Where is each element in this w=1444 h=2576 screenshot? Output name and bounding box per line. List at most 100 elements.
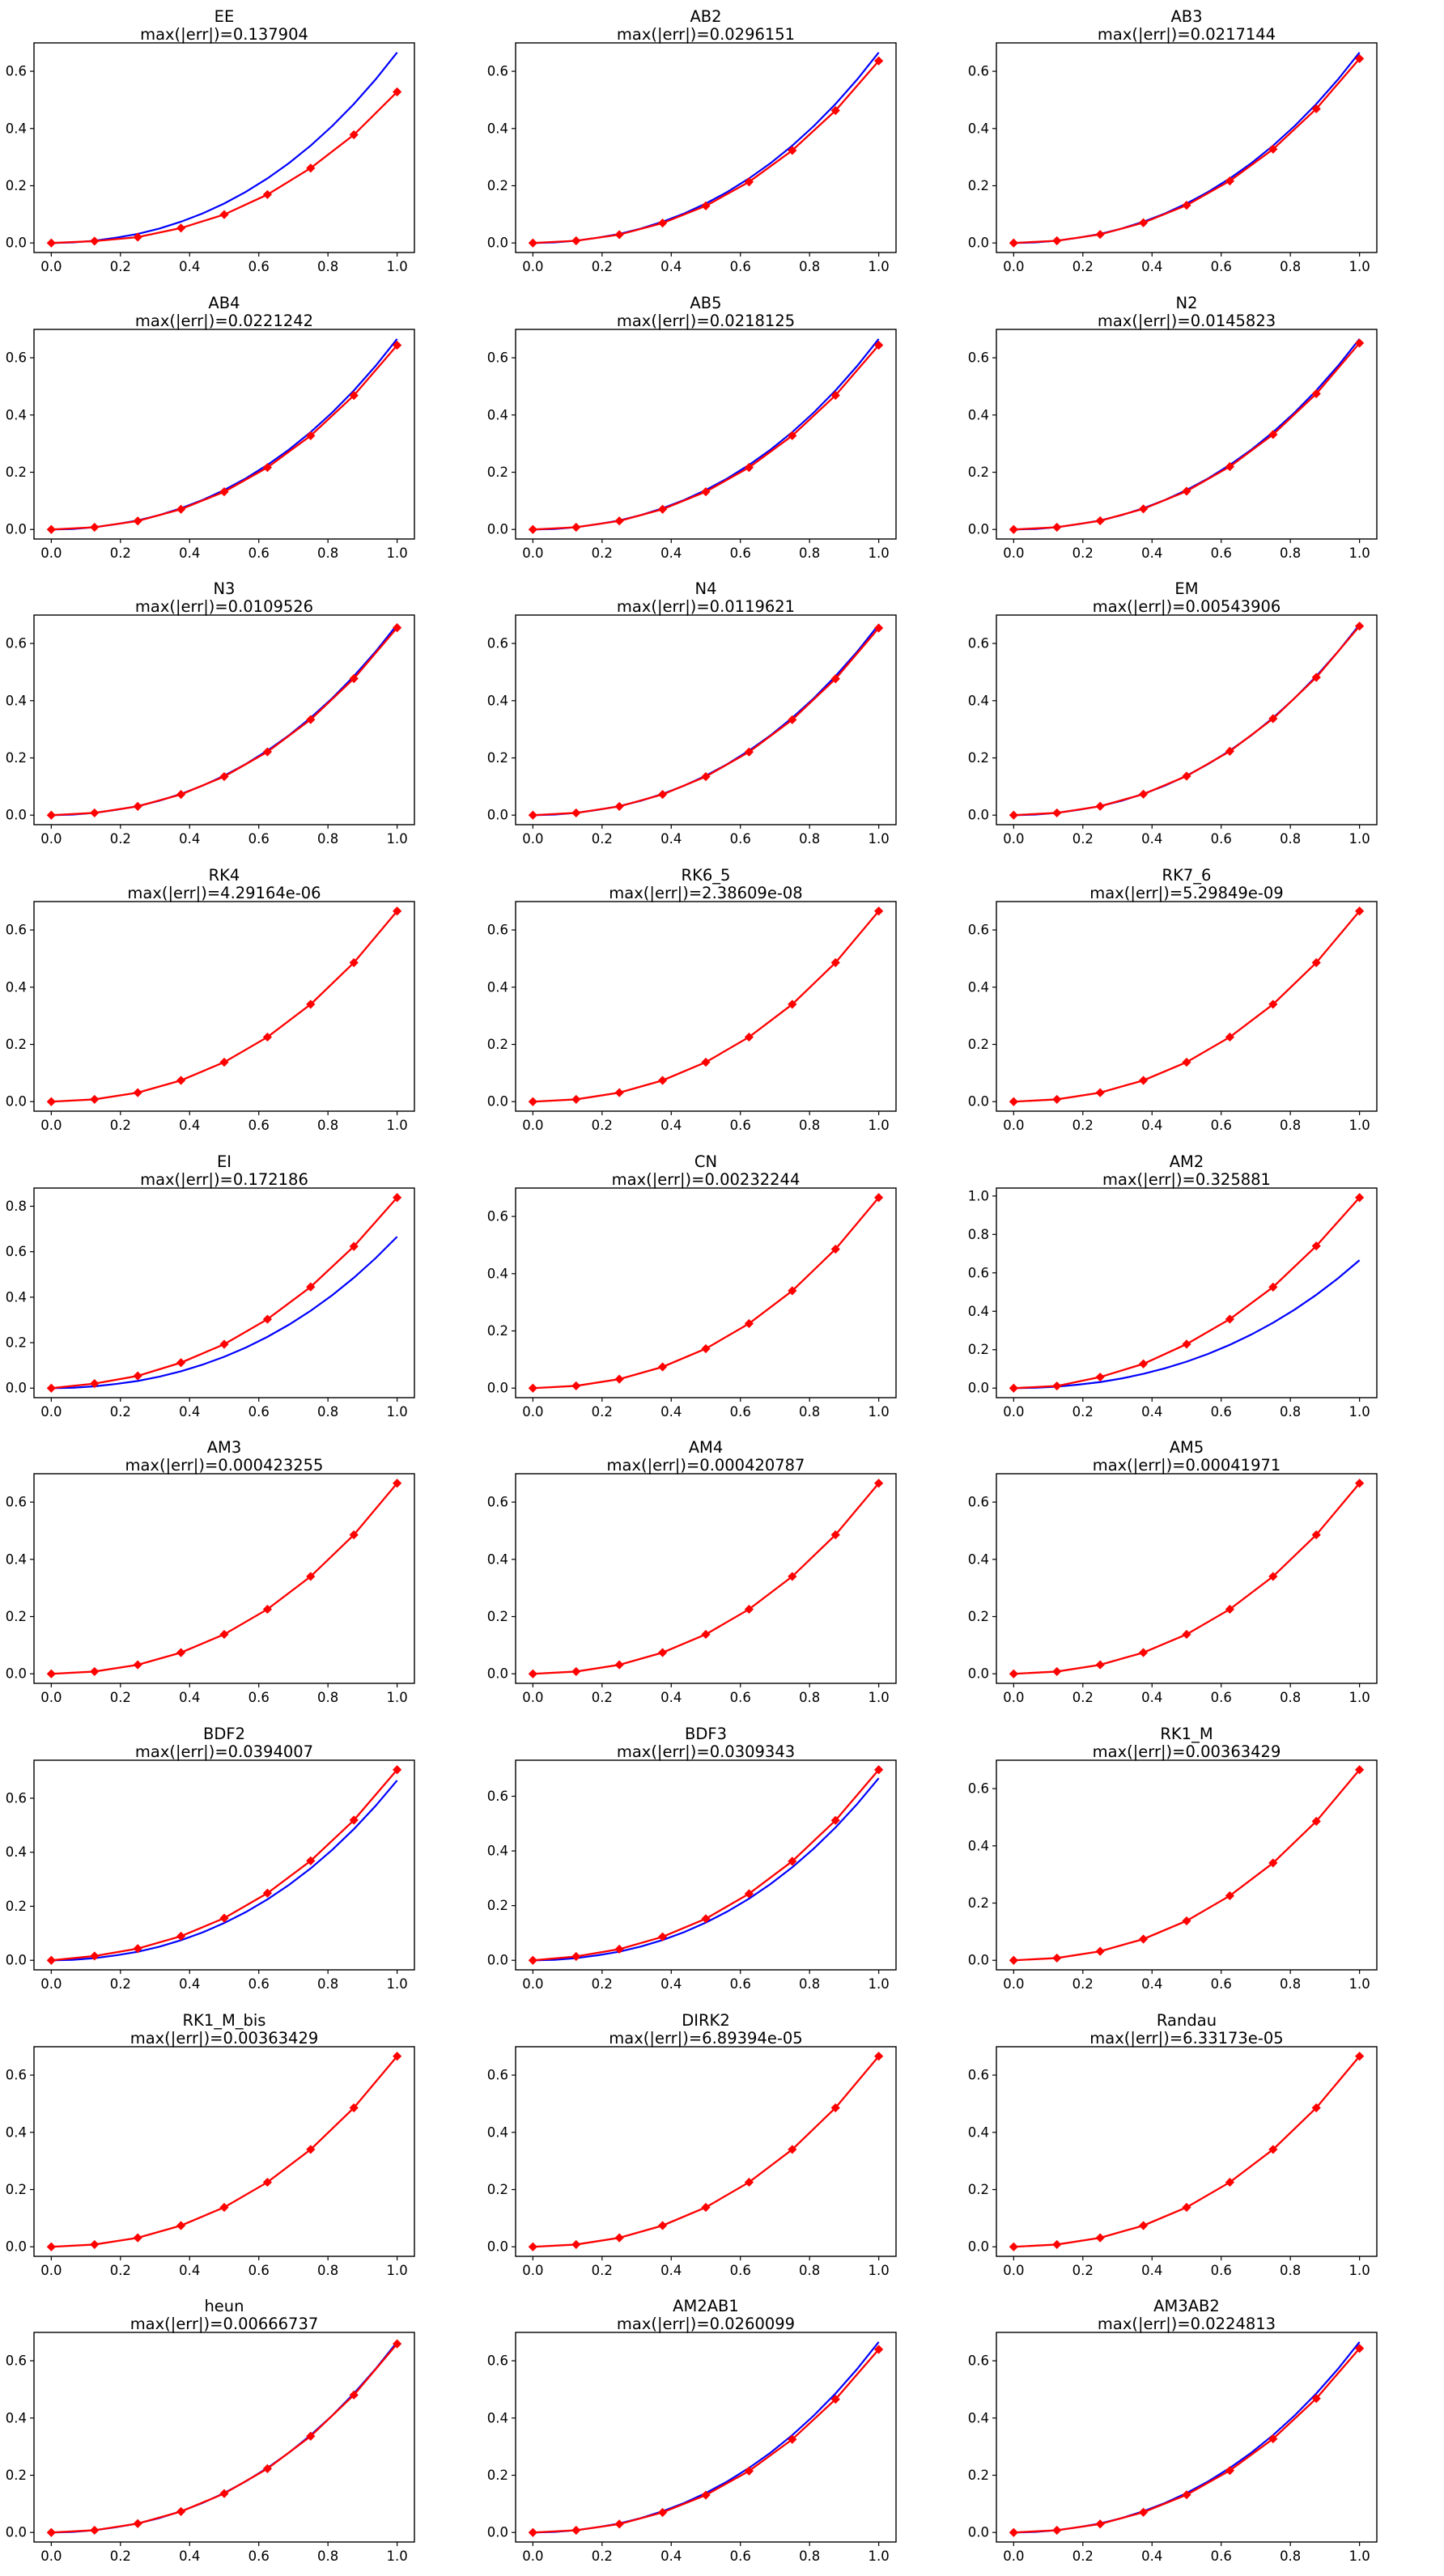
svg-text:1.0: 1.0 xyxy=(387,259,408,274)
svg-text:0.0: 0.0 xyxy=(968,2525,989,2540)
svg-text:0.2: 0.2 xyxy=(486,178,508,193)
plot-maxerr-label-AM3: max(|err|)=0.000423255 xyxy=(125,1456,324,1475)
plot-maxerr-label-AB3: max(|err|)=0.0217144 xyxy=(1098,25,1276,44)
axes-spines-AM4 xyxy=(514,1473,897,1685)
subplot-N3: N3 max(|err|)=0.0109526 0.0 0.2 0.4 0.6 0.8 1.0… xyxy=(0,572,482,859)
svg-text:0.2: 0.2 xyxy=(110,1690,131,1705)
axes-AM4: 0.0 0.2 0.4 0.6 0.8 1.0 0.0 0.2 0.4 0.6 xyxy=(486,1495,889,1705)
svg-text:0.2: 0.2 xyxy=(110,2263,131,2278)
svg-text:0.2: 0.2 xyxy=(110,545,131,561)
svg-text:0.4: 0.4 xyxy=(660,1690,682,1705)
svg-text:0.6: 0.6 xyxy=(6,1495,27,1510)
svg-text:0.8: 0.8 xyxy=(317,1404,338,1420)
exact-solution-line-AM2 xyxy=(1013,1258,1361,1389)
svg-text:0.0: 0.0 xyxy=(522,1404,543,1420)
svg-text:1.0: 1.0 xyxy=(868,831,889,847)
svg-text:0.8: 0.8 xyxy=(1280,1976,1301,1992)
svg-text:1.0: 1.0 xyxy=(868,545,889,561)
axes-EI: 0.0 0.2 0.4 0.6 0.8 1.0 0.0 0.2 0.4 0.6 0.8 xyxy=(6,1199,408,1420)
svg-text:0.2: 0.2 xyxy=(1072,2548,1094,2564)
svg-text:0.6: 0.6 xyxy=(968,1495,989,1510)
svg-text:0.4: 0.4 xyxy=(486,1552,508,1568)
plot-title-AM4: AM4 xyxy=(688,1438,723,1457)
plot-title-AM3AB2: AM3AB2 xyxy=(1154,2297,1221,2315)
plot-title-Randau: Randau xyxy=(1157,2011,1217,2030)
svg-text:0.4: 0.4 xyxy=(968,121,989,136)
svg-text:0.2: 0.2 xyxy=(486,750,508,766)
svg-text:1.0: 1.0 xyxy=(387,2548,408,2564)
svg-text:0.4: 0.4 xyxy=(179,1404,200,1420)
plot-title-BDF3: BDF3 xyxy=(685,1725,727,1743)
plot-title-AM2: AM2 xyxy=(1170,1152,1204,1171)
svg-text:0.2: 0.2 xyxy=(1072,1690,1094,1705)
axes-spines-RK6_5 xyxy=(514,901,897,1112)
axes-spines-DIRK2 xyxy=(514,2045,897,2257)
svg-text:0.2: 0.2 xyxy=(486,2468,508,2483)
svg-text:0.6: 0.6 xyxy=(729,1404,750,1420)
svg-text:0.4: 0.4 xyxy=(1141,545,1162,561)
axes-spines-heun xyxy=(33,2332,415,2544)
axes-Randau: 0.0 0.2 0.4 0.6 0.8 1.0 0.0 0.2 0.4 0.6 xyxy=(968,2067,1370,2277)
plot-maxerr-label-RK6_5: max(|err|)=2.38609e-08 xyxy=(609,884,802,902)
svg-text:0.0: 0.0 xyxy=(968,808,989,823)
svg-text:0.0: 0.0 xyxy=(6,521,27,537)
svg-text:0.4: 0.4 xyxy=(486,1844,508,1859)
axes-spines-RK4 xyxy=(33,901,415,1112)
svg-text:0.0: 0.0 xyxy=(522,2548,543,2564)
axes-AM3: 0.0 0.2 0.4 0.6 0.8 1.0 0.0 0.2 0.4 0.6 xyxy=(6,1495,408,1705)
svg-text:0.4: 0.4 xyxy=(6,407,27,422)
svg-text:0.6: 0.6 xyxy=(968,2353,989,2369)
svg-text:0.2: 0.2 xyxy=(591,259,612,274)
axes-AM2AB1: 0.0 0.2 0.4 0.6 0.8 1.0 0.0 0.2 0.4 0.6 xyxy=(486,2353,889,2564)
svg-text:0.0: 0.0 xyxy=(486,1094,508,1110)
svg-text:1.0: 1.0 xyxy=(387,831,408,847)
svg-text:0.8: 0.8 xyxy=(317,1976,338,1992)
svg-text:0.4: 0.4 xyxy=(6,1844,27,1860)
axes-AB2: 0.0 0.2 0.4 0.6 0.8 1.0 0.0 0.2 0.4 0.6 xyxy=(486,64,889,274)
svg-text:0.2: 0.2 xyxy=(110,1976,131,1992)
svg-text:0.0: 0.0 xyxy=(522,1976,543,1992)
axes-RK7_6: 0.0 0.2 0.4 0.6 0.8 1.0 0.0 0.2 0.4 0.6 xyxy=(968,923,1370,1133)
axes-AM5: 0.0 0.2 0.4 0.6 0.8 1.0 0.0 0.2 0.4 0.6 xyxy=(968,1495,1370,1705)
plot-title-RK7_6: RK7_6 xyxy=(1162,866,1212,885)
svg-text:0.0: 0.0 xyxy=(486,808,508,823)
svg-text:0.4: 0.4 xyxy=(6,2411,27,2426)
svg-text:0.4: 0.4 xyxy=(660,2548,682,2564)
axes-EE: 0.0 0.2 0.4 0.6 0.8 1.0 0.0 0.2 0.4 0.6 xyxy=(6,64,408,274)
axes-N3: 0.0 0.2 0.4 0.6 0.8 1.0 0.0 0.2 0.4 0.6 xyxy=(6,636,408,847)
axes-spines-CN xyxy=(514,1186,897,1398)
svg-text:0.6: 0.6 xyxy=(729,1690,750,1705)
svg-text:0.2: 0.2 xyxy=(968,1895,989,1911)
svg-text:0.0: 0.0 xyxy=(486,521,508,537)
svg-text:0.2: 0.2 xyxy=(486,1323,508,1339)
axes-spines-AM5 xyxy=(996,1473,1378,1685)
axes-AB4: 0.0 0.2 0.4 0.6 0.8 1.0 0.0 0.2 0.4 0.6 xyxy=(6,350,408,560)
plot-title-BDF2: BDF2 xyxy=(203,1725,245,1743)
svg-text:0.0: 0.0 xyxy=(522,545,543,561)
svg-text:1.0: 1.0 xyxy=(1349,2263,1370,2278)
plot-maxerr-label-BDF2: max(|err|)=0.0394007 xyxy=(135,1742,313,1761)
svg-text:1.0: 1.0 xyxy=(1349,1690,1370,1705)
svg-text:0.4: 0.4 xyxy=(486,1266,508,1281)
svg-text:0.2: 0.2 xyxy=(110,1118,131,1133)
svg-text:0.4: 0.4 xyxy=(1141,831,1162,847)
axes-DIRK2: 0.0 0.2 0.4 0.6 0.8 1.0 0.0 0.2 0.4 0.6 xyxy=(486,2067,889,2277)
svg-text:0.6: 0.6 xyxy=(6,1244,27,1259)
svg-text:0.4: 0.4 xyxy=(660,1404,682,1420)
svg-text:0.6: 0.6 xyxy=(968,636,989,651)
svg-text:1.0: 1.0 xyxy=(868,1118,889,1133)
subplot-BDF2: BDF2 max(|err|)=0.0394007 0.0 0.2 0.4 0.6 0.8 1… xyxy=(0,1717,482,2004)
svg-text:0.8: 0.8 xyxy=(1280,1118,1301,1133)
axes-EM: 0.0 0.2 0.4 0.6 0.8 1.0 0.0 0.2 0.4 0.6 xyxy=(968,636,1370,847)
svg-text:0.0: 0.0 xyxy=(1004,2263,1025,2278)
plot-maxerr-label-AM3AB2: max(|err|)=0.0224813 xyxy=(1098,2315,1276,2333)
svg-text:0.4: 0.4 xyxy=(968,407,989,422)
svg-text:1.0: 1.0 xyxy=(868,1690,889,1705)
plot-title-AB4: AB4 xyxy=(208,294,240,312)
